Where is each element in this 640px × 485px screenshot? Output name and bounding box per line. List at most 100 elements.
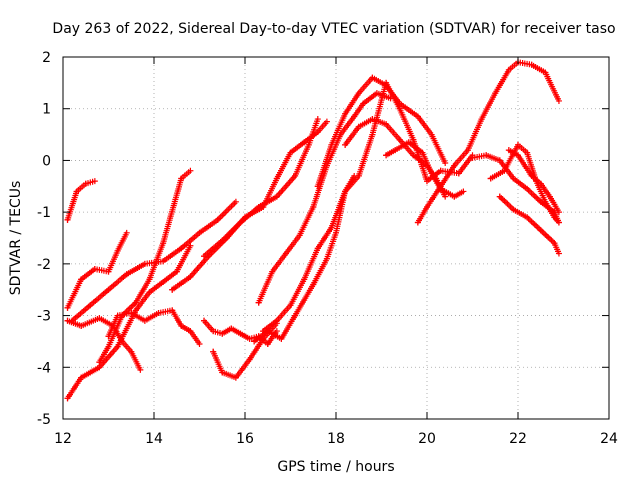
data-point	[232, 374, 239, 381]
data-point	[187, 328, 194, 335]
data-point	[542, 69, 549, 76]
data-point	[196, 341, 203, 348]
data-point	[273, 328, 280, 335]
data-point	[255, 203, 262, 210]
data-point	[219, 369, 226, 376]
data-point	[392, 147, 399, 154]
data-point	[314, 245, 321, 252]
data-point	[355, 90, 362, 97]
data-point	[137, 366, 144, 373]
series-arc-21	[496, 193, 562, 257]
data-point	[187, 273, 194, 280]
data-point	[273, 317, 280, 324]
data-point	[355, 123, 362, 130]
series-markers	[201, 118, 320, 260]
series-arc-18	[414, 59, 562, 226]
data-point	[141, 260, 148, 267]
data-point	[351, 113, 358, 120]
data-point	[383, 82, 390, 89]
data-point	[451, 162, 458, 169]
data-point	[301, 276, 308, 283]
data-point	[555, 219, 562, 226]
data-point	[64, 304, 71, 311]
data-point	[269, 268, 276, 275]
data-point	[323, 118, 330, 125]
data-point	[424, 203, 430, 210]
data-point	[173, 268, 180, 275]
data-point	[146, 276, 153, 283]
data-point	[178, 175, 185, 182]
data-point	[128, 309, 135, 316]
data-point	[487, 175, 494, 182]
data-point	[555, 209, 562, 216]
data-point	[383, 121, 390, 128]
data-point	[437, 183, 444, 190]
data-point	[328, 141, 335, 148]
data-point	[114, 312, 121, 319]
data-point	[537, 180, 544, 187]
chart-title: Day 263 of 2022, Sidereal Day-to-day VTE…	[52, 21, 615, 37]
data-point	[342, 141, 349, 148]
data-point	[82, 180, 89, 187]
data-point	[524, 149, 531, 156]
data-point	[105, 333, 112, 340]
data-point	[314, 183, 321, 190]
y-tick-label: -5	[37, 412, 51, 428]
data-point	[296, 232, 303, 239]
data-point	[232, 198, 239, 205]
series-markers	[169, 120, 329, 293]
data-point	[292, 172, 299, 179]
x-tick-label: 12	[54, 431, 72, 447]
y-axis-label: SDTVAR / TECUs	[8, 181, 24, 296]
data-point	[73, 188, 80, 195]
series-arc-2	[64, 229, 130, 311]
series-arc-14	[260, 79, 476, 335]
data-point	[396, 105, 403, 112]
data-point	[96, 315, 103, 322]
data-point	[428, 170, 435, 177]
data-point	[273, 193, 280, 200]
data-point	[515, 152, 521, 159]
data-point	[160, 240, 167, 247]
data-point	[219, 330, 226, 337]
data-point	[551, 214, 558, 221]
data-point	[123, 229, 130, 236]
data-point	[524, 214, 531, 221]
data-point	[96, 364, 103, 371]
data-point	[546, 193, 553, 200]
series-arc-22	[505, 147, 562, 216]
series-markers	[260, 79, 475, 335]
data-point	[228, 325, 235, 332]
data-point	[78, 374, 85, 381]
y-tick-label: 2	[42, 50, 51, 66]
series-arc-10	[201, 116, 321, 260]
data-point	[414, 113, 421, 120]
x-tick-label: 16	[236, 431, 254, 447]
data-point	[442, 193, 449, 200]
series-arc-6	[69, 198, 239, 324]
data-point	[201, 253, 208, 260]
data-points	[64, 59, 562, 402]
data-point	[178, 322, 185, 329]
data-point	[369, 116, 376, 123]
data-point	[323, 255, 330, 262]
data-point	[123, 271, 130, 278]
data-point	[78, 276, 85, 283]
data-point	[501, 167, 508, 174]
series-arc-1	[64, 178, 98, 223]
data-point	[214, 216, 221, 223]
data-point	[528, 172, 535, 179]
data-point	[478, 116, 485, 123]
data-point	[373, 90, 380, 97]
x-tick-label: 14	[145, 431, 163, 447]
data-point	[146, 289, 153, 296]
data-point	[141, 317, 148, 324]
series-arc-19	[469, 152, 562, 226]
data-point	[505, 66, 512, 73]
y-tick-label: 1	[42, 102, 51, 118]
data-point	[505, 147, 512, 154]
data-point	[178, 245, 185, 252]
series-arc-7	[105, 307, 203, 348]
data-point	[91, 178, 98, 185]
